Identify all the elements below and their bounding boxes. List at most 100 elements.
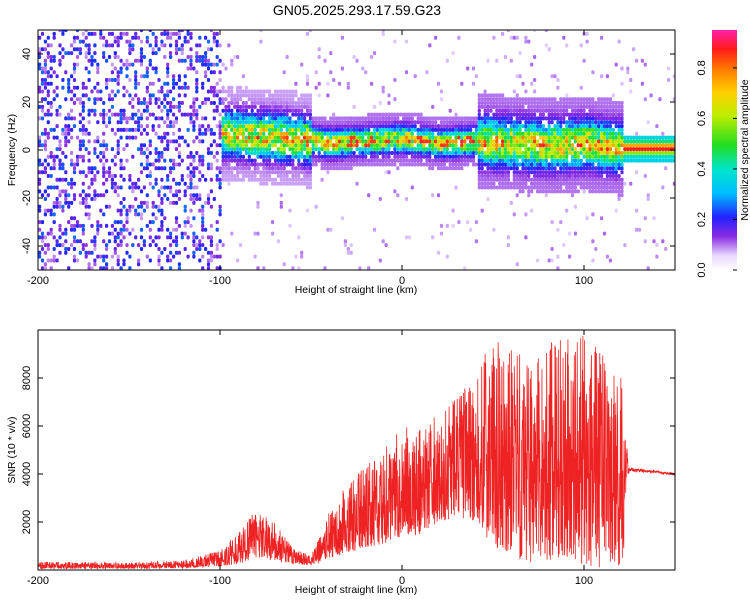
spectrogram-cell xyxy=(489,154,493,159)
spectrogram-cell xyxy=(515,158,519,163)
spectrogram-cell xyxy=(384,120,388,125)
spectrogram-cell xyxy=(67,85,71,90)
spectrogram-cell xyxy=(107,174,112,178)
spectrogram-cell xyxy=(113,131,117,136)
spectrogram-cell xyxy=(160,154,164,159)
spectrogram-cell xyxy=(495,177,499,182)
spectrogram-cell xyxy=(238,170,243,175)
spectrogram-cell xyxy=(509,185,513,190)
spectrogram-cell xyxy=(533,151,537,155)
spectrogram-cell xyxy=(300,62,304,67)
spectrogram-cell xyxy=(291,266,295,270)
spectrogram-cell xyxy=(335,116,339,121)
spectrogram-cell xyxy=(201,85,205,90)
spectrogram-cell xyxy=(268,131,272,136)
spectrogram-cell xyxy=(326,143,330,148)
spectrogram-cell xyxy=(588,97,592,102)
spectrogram-cell xyxy=(288,97,292,102)
spectrogram-cell xyxy=(250,93,254,98)
spectrogram-cell xyxy=(279,120,283,125)
spectrogram-cell xyxy=(527,185,531,190)
spectrogram-cells xyxy=(38,30,675,270)
spectrogram-cell xyxy=(238,85,243,90)
spectrogram-cell xyxy=(145,108,149,113)
spectrogram-cell xyxy=(303,93,307,98)
spectrogram-cell xyxy=(291,97,295,102)
spectrogram-cell xyxy=(355,147,359,152)
spectrogram-cell xyxy=(201,131,205,136)
spectrogram-cell xyxy=(591,101,595,105)
spectrogram-cell xyxy=(442,120,446,125)
spectrogram-cell xyxy=(337,81,342,86)
spectrogram-cell xyxy=(501,181,505,186)
spectrogram-cell xyxy=(384,143,388,148)
spectrogram-cell xyxy=(241,147,245,152)
spectrogram-cell xyxy=(163,247,167,251)
spectrogram-cell xyxy=(230,170,234,175)
spectrogram-cell xyxy=(614,174,618,178)
spectrogram-cell xyxy=(204,247,208,251)
spectrogram-cell xyxy=(477,166,481,171)
spectrogram-cell xyxy=(588,174,592,178)
spectrogram-cell xyxy=(585,97,589,102)
spectrogram-cell xyxy=(352,120,356,125)
spectrogram-cell xyxy=(655,135,659,140)
spectrogram-cell xyxy=(393,124,397,129)
spectrogram-cell xyxy=(349,139,353,144)
spectrogram-cell xyxy=(434,154,438,159)
spectrogram-cell xyxy=(253,151,257,155)
spectrogram-cell xyxy=(236,93,240,98)
spectrogram-cell xyxy=(544,127,548,132)
spectrogram-cell xyxy=(43,66,47,71)
spectrogram-cell xyxy=(241,177,245,182)
spectrogram-cell xyxy=(262,108,266,113)
spectrogram-cell xyxy=(635,151,639,155)
spectrogram-cell xyxy=(297,158,301,163)
spectrogram-cell xyxy=(67,181,71,186)
spectrogram-cell xyxy=(227,181,231,186)
spectrogram-cell xyxy=(52,258,56,263)
spectrogram-cell xyxy=(215,62,219,67)
spectrogram-cell xyxy=(81,93,85,98)
spectrogram-cell xyxy=(107,170,112,175)
spectrogram-cell xyxy=(70,51,74,56)
spectrogram-cell xyxy=(276,174,280,178)
spectrogram-cell xyxy=(498,108,502,113)
spectrogram-cell xyxy=(247,151,251,155)
spectrogram-cell xyxy=(486,58,490,63)
spectrogram-cell xyxy=(253,177,257,182)
spectrogram-cell xyxy=(503,97,508,102)
spectrogram-cell xyxy=(157,47,161,52)
spectrogram-cell xyxy=(623,135,627,140)
spectrogram-cell xyxy=(329,124,333,129)
spectrogram-cell xyxy=(326,124,330,129)
spectrogram-cell xyxy=(428,127,432,132)
spectrogram-cell xyxy=(189,197,193,201)
spectrogram-cell xyxy=(620,127,624,132)
spectrogram-cell xyxy=(125,58,129,63)
spectrogram-cell xyxy=(279,158,283,163)
spectrogram-cell xyxy=(568,185,572,190)
spectrogram-cell xyxy=(107,93,112,98)
spectrogram-cell xyxy=(378,139,382,144)
spectrogram-cell xyxy=(419,143,423,148)
spectrogram-cell xyxy=(600,158,604,163)
spectrogram-cell xyxy=(84,85,88,90)
spectrogram-cell xyxy=(605,151,609,155)
spectrogram-cell xyxy=(137,204,141,209)
spectrogram-cell xyxy=(553,158,557,163)
spectrogram-cell xyxy=(471,120,476,125)
spectrogram-cell xyxy=(565,166,569,171)
spectrogram-cell xyxy=(55,124,59,129)
spectrogram-cell xyxy=(52,89,56,94)
spectrogram-cell xyxy=(81,81,85,86)
spectrogram-cell xyxy=(649,93,653,98)
spectrogram-cell xyxy=(99,112,103,117)
spectrogram-cell xyxy=(81,247,85,251)
spectrogram-cell xyxy=(573,154,577,159)
spectrogram-cell xyxy=(425,116,429,121)
spectrogram-cell xyxy=(509,200,513,205)
spectrogram-cell xyxy=(637,143,642,148)
spectrogram-cell xyxy=(527,108,531,113)
spectrogram-cell xyxy=(110,97,114,102)
